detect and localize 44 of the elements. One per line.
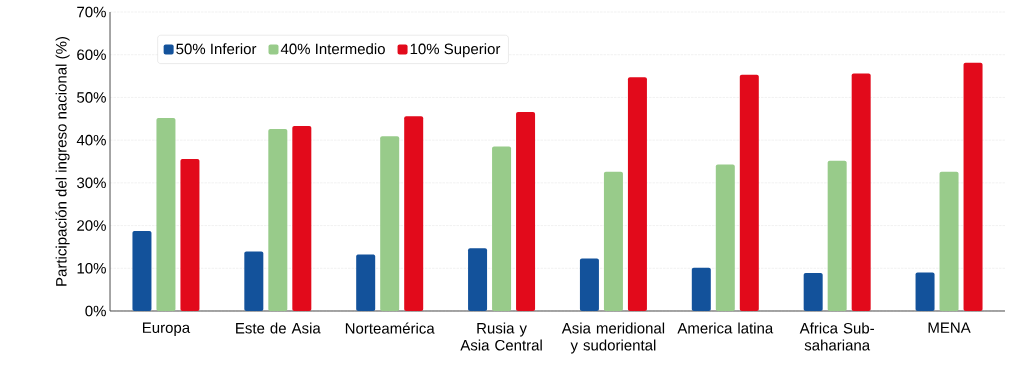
y-tick-label: 40% bbox=[76, 134, 106, 146]
x-tick-label: MENA bbox=[928, 322, 971, 333]
bar bbox=[603, 171, 623, 311]
bar bbox=[268, 129, 288, 311]
y-tick-label: 70% bbox=[77, 6, 106, 18]
y-tick-label: 10% bbox=[77, 262, 106, 274]
bar bbox=[627, 77, 647, 311]
legend-label: 10% Superior bbox=[410, 43, 501, 58]
bar bbox=[156, 117, 176, 311]
bar bbox=[739, 74, 759, 311]
y-axis-title: Participación del ingreso nacional (%) bbox=[55, 37, 70, 286]
bar bbox=[404, 116, 424, 311]
legend-label: 40% Intermedio bbox=[280, 43, 385, 55]
bar bbox=[579, 258, 599, 311]
bar bbox=[691, 267, 711, 311]
y-tick-label: 60% bbox=[77, 49, 106, 61]
bar bbox=[380, 136, 400, 311]
bar bbox=[827, 160, 847, 311]
bar bbox=[715, 164, 735, 311]
bar bbox=[492, 146, 512, 311]
x-tick-label: Asia meridional y sudoriental bbox=[561, 322, 665, 354]
x-tick-label: Este de Asia bbox=[236, 322, 321, 334]
bar bbox=[180, 158, 200, 311]
bar bbox=[851, 73, 871, 311]
x-tick-label: Rusia y Asia Central bbox=[460, 322, 542, 351]
y-tick-label: 20% bbox=[77, 220, 106, 231]
x-tick-label: Africa Sub-sahariana bbox=[799, 322, 875, 351]
bar bbox=[244, 251, 264, 311]
bar bbox=[132, 231, 152, 311]
bar bbox=[803, 272, 823, 311]
bar bbox=[356, 254, 376, 311]
x-tick-label: America latina bbox=[677, 322, 774, 334]
y-tick-label: 0% bbox=[85, 305, 106, 317]
bar bbox=[915, 272, 935, 311]
bar bbox=[292, 126, 312, 311]
bar bbox=[939, 171, 959, 311]
y-tick-label: 30% bbox=[77, 177, 106, 189]
bar bbox=[963, 62, 983, 311]
x-tick-label: Norteamérica bbox=[345, 322, 435, 334]
legend-label: 50% Inferior bbox=[176, 43, 257, 55]
bar bbox=[516, 111, 536, 311]
x-tick-label: Europa bbox=[142, 322, 191, 336]
bar bbox=[468, 248, 488, 311]
y-tick-label: 50% bbox=[77, 92, 106, 103]
